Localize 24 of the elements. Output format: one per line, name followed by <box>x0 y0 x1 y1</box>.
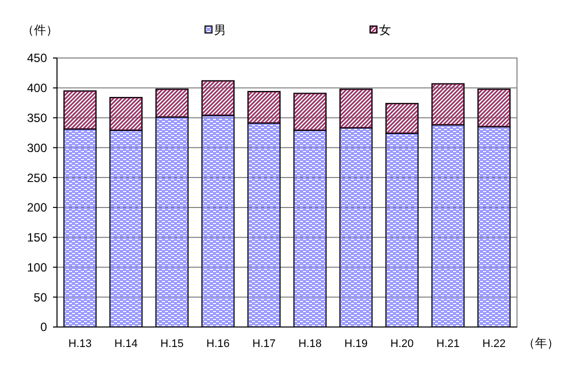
y-tick-label: 50 <box>34 290 48 304</box>
legend-label: 男 <box>214 23 226 37</box>
x-tick-label: H.13 <box>68 338 92 350</box>
x-tick-label: H.19 <box>344 338 368 350</box>
y-tick-label: 450 <box>26 51 48 66</box>
y-tick-label: 400 <box>26 81 48 96</box>
x-tick-label: H.22 <box>482 338 506 350</box>
y-tick-label: 100 <box>26 260 48 274</box>
y-tick-label: 350 <box>26 110 48 125</box>
x-tick-label: H.17 <box>252 338 276 350</box>
x-axis-title: （年） <box>523 336 559 350</box>
y-tick-label: 0 <box>40 320 48 334</box>
x-tick-label: H.16 <box>206 338 230 350</box>
y-tick-label: 200 <box>26 200 48 215</box>
x-tick-label: H.20 <box>390 338 414 350</box>
y-axis-title: （件） <box>22 23 58 37</box>
legend-label: 女 <box>379 23 391 37</box>
y-tick-label: 150 <box>26 230 48 245</box>
y-tick-label: 300 <box>26 140 48 155</box>
x-tick-label: H.15 <box>160 338 184 350</box>
x-tick-label: H.21 <box>436 338 460 350</box>
y-tick-label: 250 <box>26 170 48 185</box>
x-tick-label: H.14 <box>114 338 138 350</box>
x-tick-label: H.18 <box>298 338 322 350</box>
